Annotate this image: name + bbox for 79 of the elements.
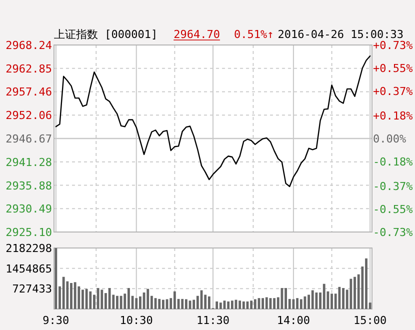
bar: [66, 281, 69, 309]
bar: [184, 299, 188, 309]
bar: [78, 286, 80, 309]
y2-tick-label: +0.18%: [373, 109, 414, 122]
bar: [82, 290, 84, 309]
bar: [192, 300, 196, 309]
bar: [338, 286, 341, 309]
y2-tick-label: +0.37%: [373, 85, 414, 98]
bar: [296, 298, 298, 309]
bar: [85, 288, 88, 309]
y2-tick-label: +0.73%: [373, 39, 414, 52]
bar: [265, 297, 268, 309]
x-tick-label: 11:30: [196, 314, 230, 327]
bar: [262, 298, 264, 309]
y2-tick-label: 0.00%: [373, 132, 406, 146]
bar: [227, 301, 230, 309]
y2-tick-label: -0.55%: [373, 202, 414, 216]
bar: [181, 298, 184, 309]
bar: [120, 296, 122, 309]
bar: [330, 294, 333, 309]
x-tick-label: 9:30: [42, 314, 70, 327]
y-tick-label: 2941.28: [6, 156, 52, 169]
bar: [230, 300, 234, 309]
bar: [74, 282, 76, 309]
bar: [70, 283, 72, 309]
bar: [311, 290, 314, 309]
text: 2016-04-26 15:00:33: [278, 28, 404, 41]
bar: [254, 299, 256, 309]
y-tick-label: 2925.10: [6, 226, 52, 239]
x-tick-label: 15:00: [354, 314, 387, 327]
bar: [116, 296, 118, 309]
bar: [342, 288, 344, 309]
bar: [96, 288, 100, 309]
y2-tick-label: -0.37%: [373, 180, 414, 193]
text: 2964.70: [174, 28, 220, 41]
bar: [128, 288, 130, 309]
x-tick-label: 10:30: [120, 314, 153, 327]
y-tick-label: 727433: [12, 282, 52, 296]
bar: [308, 294, 310, 309]
y2-tick-label: -0.18%: [373, 156, 414, 169]
y-tick-label: 2930.49: [6, 202, 52, 216]
bar: [238, 300, 242, 309]
y-tick-label: 2935.88: [6, 179, 52, 192]
line-series: [55, 55, 371, 188]
y2-tick-label: -0.73%: [373, 226, 414, 239]
y-tick-label: 2952.06: [6, 109, 52, 122]
bar: [108, 288, 111, 309]
y-tick-label: 2957.46: [6, 86, 52, 99]
bar: [89, 291, 92, 309]
bar: [135, 298, 138, 309]
y-tick-label: 2946.67: [6, 132, 52, 146]
bar: [219, 302, 222, 309]
bar: [365, 258, 368, 309]
bar: [354, 276, 356, 309]
bar: [158, 298, 161, 309]
bar: [204, 294, 207, 309]
bar: [173, 291, 176, 309]
y-tick-label: 2968.24: [6, 39, 52, 52]
text: 0.51%↑: [234, 28, 274, 41]
bar: [300, 299, 302, 309]
bar: [242, 301, 245, 309]
chart-title: 上证指数 [000001]: [54, 28, 158, 41]
bar: [350, 278, 352, 309]
bar: [284, 288, 287, 309]
y2-tick-label: +0.55%: [373, 62, 414, 76]
bar: [250, 300, 253, 309]
x-tick-label: 14:00: [276, 314, 310, 327]
bar: [208, 296, 210, 309]
y-tick-label: 2182298: [6, 242, 52, 255]
bar: [322, 284, 326, 309]
bar: [273, 298, 276, 309]
bar: [162, 300, 164, 309]
bar: [100, 290, 104, 309]
y-tick-label: 1454865: [6, 262, 52, 276]
bar: [216, 301, 218, 309]
bar: [146, 288, 150, 309]
bar: [139, 296, 142, 309]
bar: [62, 276, 65, 309]
y-tick-label: 2962.85: [6, 62, 52, 76]
